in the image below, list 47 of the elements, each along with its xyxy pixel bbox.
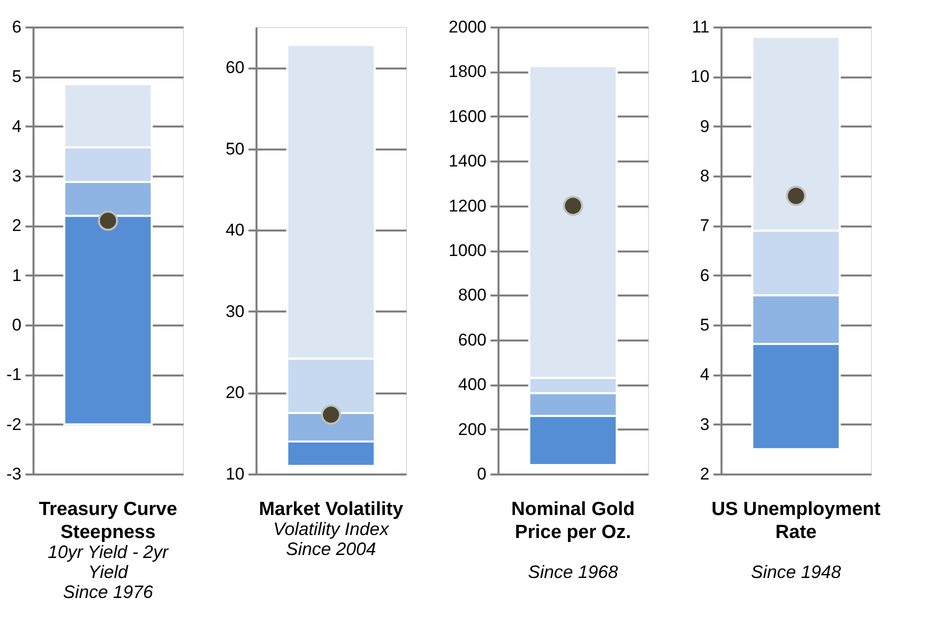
text: Volatility Index: [273, 519, 390, 539]
y-tick-label: 400: [458, 375, 486, 394]
y-tick-label: 1200: [448, 196, 486, 216]
y-tick-label: 2: [700, 464, 710, 484]
y-tick-label: 8: [700, 166, 710, 186]
y-tick-label: 1000: [448, 241, 486, 260]
y-tick-label: 200: [458, 420, 486, 439]
text: US Unemployment Rate: [712, 499, 882, 543]
text: Since 1948: [750, 562, 842, 582]
text: Since 1968: [528, 562, 618, 582]
y-tick-label: 20: [226, 383, 244, 402]
y-tick-label: 10: [226, 464, 244, 484]
text: Treasury Curve Steepness: [38, 499, 178, 543]
y-tick-label: 40: [226, 220, 244, 240]
y-tick-label: -2: [6, 414, 22, 434]
y-tick-label: 1: [12, 266, 22, 285]
y-tick-label: 60: [226, 58, 244, 78]
y-tick-label: 2000: [448, 18, 486, 36]
y-tick-label: 1800: [448, 62, 486, 82]
y-tick-label: 7: [700, 216, 710, 236]
y-tick-label: 2: [12, 216, 22, 236]
y-tick-label: 9: [700, 116, 710, 136]
y-tick-label: 0: [12, 316, 22, 334]
y-tick-label: 0: [477, 464, 486, 484]
y-tick-label: 30: [226, 302, 244, 321]
y-tick-label: 800: [458, 286, 486, 305]
y-tick-label: 4: [700, 365, 710, 384]
y-tick-label: -1: [6, 365, 22, 384]
y-tick-label: 6: [700, 266, 710, 285]
y-tick-label: 1600: [448, 106, 486, 126]
y-tick-label: 3: [700, 414, 710, 434]
text: Nominal Gold Price per Oz.: [511, 499, 635, 543]
text: Since 1976: [62, 582, 154, 602]
y-tick-label: -3: [6, 464, 22, 484]
text: Since 2004: [286, 539, 376, 559]
y-tick-label: 5: [12, 67, 22, 86]
text: 10yr Yield - 2yr Yield: [48, 542, 170, 582]
y-tick-label: 6: [12, 18, 22, 36]
y-tick-label: 600: [458, 330, 486, 350]
y-tick-label: 3: [12, 166, 22, 186]
y-tick-label: 50: [226, 139, 244, 158]
y-tick-label: 5: [700, 316, 710, 334]
text: Market Volatility: [258, 499, 404, 520]
y-tick-label: 4: [12, 116, 22, 136]
y-tick-label: 10: [690, 67, 710, 86]
y-tick-label: 1400: [448, 152, 486, 171]
y-tick-label: 11: [692, 18, 710, 36]
